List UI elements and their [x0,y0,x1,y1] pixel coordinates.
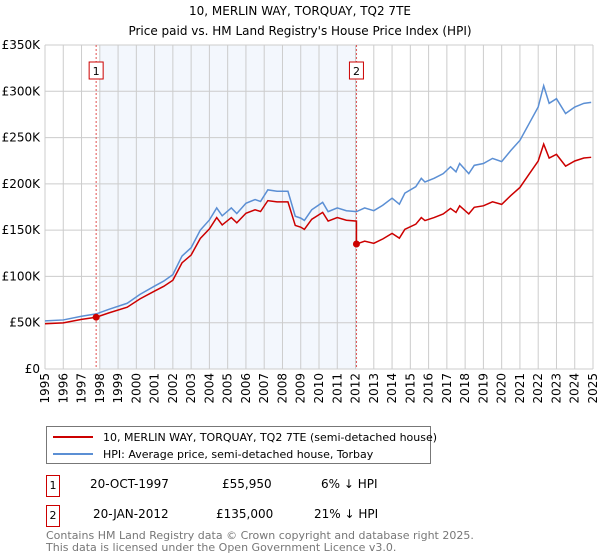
footer-licence: This data is licensed under the Open Gov… [46,541,397,554]
y-tick-label: £350K [2,38,42,52]
x-tick-label: 2016 [422,373,436,404]
x-tick-label: 2012 [349,373,363,404]
y-tick-label: £0 [25,362,40,376]
red-line-swatch [53,436,93,438]
sale-marker-badge: 1 [46,475,60,497]
y-tick-label: £150K [2,223,42,237]
y-tick-label: £50K [9,316,41,330]
sale-price: £55,950 [222,477,272,491]
x-tick-label: 2022 [531,373,545,404]
x-tick-label: 2002 [166,373,180,404]
x-tick-label: 1998 [93,373,107,404]
x-tick-label: 1999 [111,373,125,404]
x-tick-label: 2020 [495,373,509,404]
sale-date: 20-OCT-1997 [90,477,169,491]
sale-hpi-diff: 21% ↓ HPI [314,507,379,521]
x-tick-label: 2004 [202,373,216,404]
x-tick-label: 2009 [294,373,308,404]
x-tick-label: 2003 [184,373,198,404]
sale-label-box [88,61,104,80]
x-tick-label: 2006 [239,373,253,404]
legend-label: HPI: Average price, semi-detached house,… [103,447,374,461]
sale-label: 1 [93,65,100,78]
y-tick-label: £250K [2,131,42,145]
x-tick-label: 2010 [312,373,326,404]
y-tick-label: £200K [2,177,42,191]
x-tick-label: 1995 [38,373,52,404]
x-tick-label: 2001 [148,373,162,404]
x-tick-label: 2011 [330,373,344,404]
chart-title: 10, MERLIN WAY, TORQUAY, TQ2 7TE [189,4,411,18]
sale-label: 2 [353,65,360,78]
x-tick-label: 1997 [75,373,89,404]
x-tick-label: 2008 [275,373,289,404]
x-tick-label: 2019 [476,373,490,404]
shaded-ownership-period [99,45,358,369]
chart-subtitle: Price paid vs. HM Land Registry's House … [128,24,471,38]
legend-item-property: 10, MERLIN WAY, TORQUAY, TQ2 7TE (semi-d… [53,429,437,445]
sale-label-box [348,61,364,80]
blue-line-swatch [53,453,93,455]
hpi-line [44,82,592,322]
sale-point [352,240,360,248]
x-tick-label: 2007 [257,373,271,404]
x-tick-label: 2000 [129,373,143,404]
sale-hpi-diff: 6% ↓ HPI [321,477,378,491]
x-tick-label: 2023 [549,373,563,404]
x-tick-label: 2013 [367,373,381,404]
x-tick-label: 2005 [221,373,235,404]
footer-copyright: Contains HM Land Registry data © Crown c… [46,529,474,542]
y-tick-label: £300K [2,84,42,98]
x-tick-label: 2018 [458,373,472,404]
legend-item-hpi: HPI: Average price, semi-detached house,… [53,446,373,462]
x-tick-label: 2014 [385,373,399,404]
price-chart: 10, MERLIN WAY, TORQUAY, TQ2 7TE Price p… [2,4,600,404]
x-tick-label: 2017 [440,373,454,404]
sale-marker-badge: 2 [46,505,60,527]
sale-price: £135,000 [216,507,274,521]
x-tick-label: 2021 [513,373,527,404]
legend: 10, MERLIN WAY, TORQUAY, TQ2 7TE (semi-d… [46,426,437,464]
x-tick-label: 2015 [403,373,417,404]
y-tick-label: £100K [2,269,42,283]
x-tick-label: 2025 [586,373,600,404]
x-tick-label: 1996 [56,373,70,404]
legend-label: 10, MERLIN WAY, TORQUAY, TQ2 7TE (semi-d… [103,430,438,444]
property-price-line [44,141,592,325]
sale-date: 20-JAN-2012 [93,507,169,521]
sale-point [92,313,100,321]
x-tick-label: 2024 [568,373,582,404]
